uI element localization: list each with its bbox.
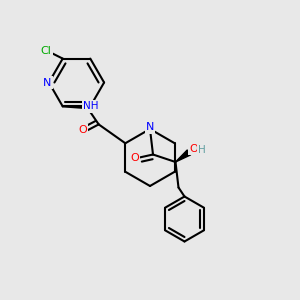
Text: O: O	[78, 125, 87, 135]
Text: O: O	[130, 152, 140, 163]
Polygon shape	[176, 150, 191, 162]
Text: NH: NH	[83, 101, 99, 111]
Text: N: N	[43, 77, 52, 88]
Text: H: H	[198, 145, 206, 155]
Text: Cl: Cl	[41, 46, 52, 56]
Text: O: O	[189, 144, 198, 154]
Text: N: N	[146, 122, 154, 133]
